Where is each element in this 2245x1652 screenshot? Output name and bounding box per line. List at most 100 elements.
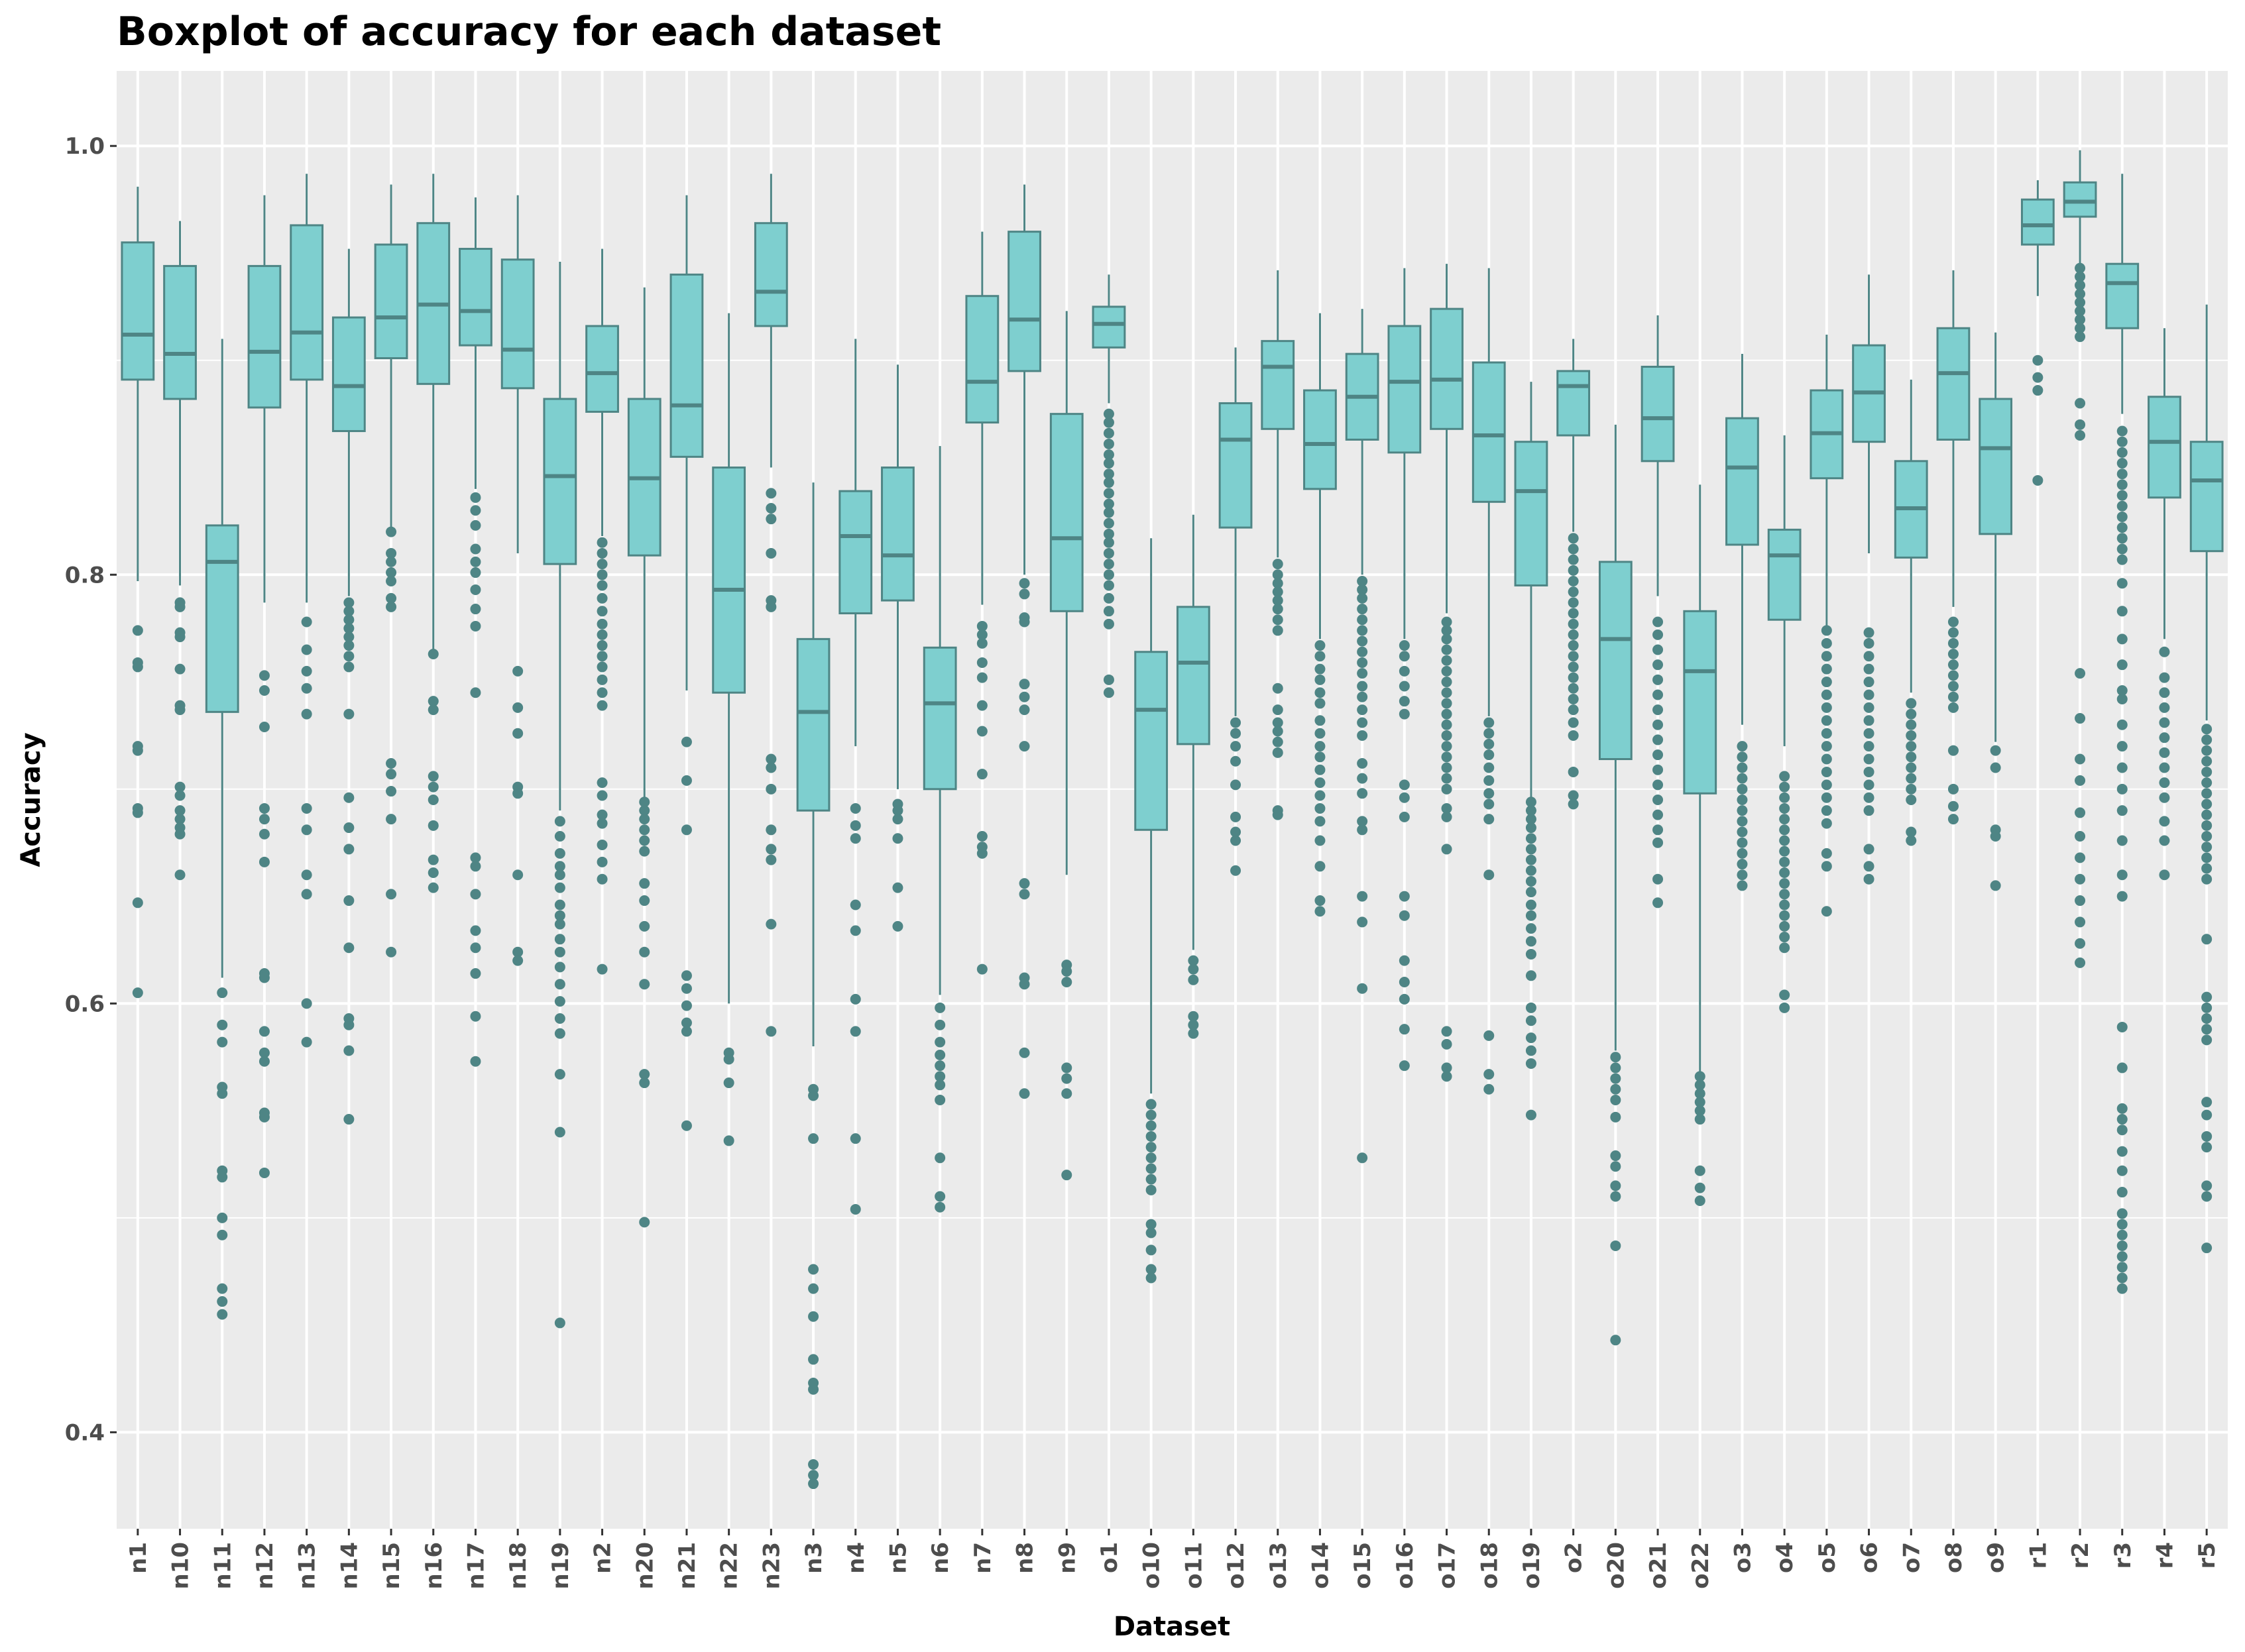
outlier-point [2116, 1103, 2128, 1114]
outlier-point [2201, 1242, 2213, 1254]
outlier-point [1525, 936, 1536, 947]
outlier-point [259, 670, 270, 681]
outlier-point [1821, 753, 1832, 765]
outlier-point [1103, 592, 1114, 604]
outlier-point [935, 1152, 946, 1164]
outlier-point [1357, 646, 1368, 657]
outlier-point [1779, 920, 1790, 932]
outlier-point [723, 1135, 734, 1146]
outlier-point [639, 920, 650, 932]
outlier-point [2075, 398, 2086, 409]
outlier-point [1145, 1142, 1157, 1153]
outlier-point [1863, 779, 1874, 791]
outlier-point [470, 925, 481, 936]
outlier-point [597, 661, 608, 673]
outlier-point [217, 987, 228, 999]
outlier-point [1272, 559, 1283, 570]
outlier-point [2201, 745, 2213, 756]
outlier-point [723, 1077, 734, 1089]
outlier-point [2116, 659, 2128, 671]
outlier-point [2201, 766, 2213, 777]
outlier-point [1610, 1062, 1621, 1074]
outlier-point [2116, 436, 2128, 447]
outlier-point [1610, 1150, 1621, 1162]
outlier-point [1568, 608, 1579, 619]
outlier-point [2116, 835, 2128, 846]
outlier-point [470, 505, 481, 516]
outlier-point [2075, 938, 2086, 949]
outlier-point [1694, 1182, 1705, 1193]
outlier-point [2201, 852, 2213, 863]
box-o9 [1979, 332, 2013, 891]
outlier-point [1314, 835, 1326, 846]
box-n23 [754, 174, 788, 1037]
outlier-point [2116, 1272, 2128, 1284]
outlier-point [1441, 687, 1452, 698]
outlier-point [386, 814, 397, 825]
outlier-point [512, 728, 524, 739]
outlier-point [1145, 1174, 1157, 1185]
outlier-point [2075, 314, 2086, 325]
outlier-point [639, 895, 650, 907]
outlier-point [2075, 668, 2086, 679]
outlier-point [1399, 891, 1410, 902]
outlier-point [1061, 977, 1072, 987]
outlier-point [470, 942, 481, 954]
outlier-point [554, 946, 565, 958]
outlier-point [892, 814, 903, 825]
outlier-point [2116, 606, 2128, 617]
y-tick-label: 0.6 [65, 991, 105, 1017]
outlier-point [1145, 1163, 1157, 1174]
outlier-point [1652, 764, 1664, 775]
outlier-point [1990, 880, 2001, 891]
outlier-point [1019, 578, 1030, 589]
outlier-point [808, 1264, 819, 1275]
outlier-point [766, 514, 777, 525]
outlier-point [808, 1470, 819, 1481]
outlier-point [2201, 842, 2213, 853]
outlier-point [1568, 629, 1579, 640]
outlier-point [681, 983, 692, 994]
outlier-point [1357, 614, 1368, 626]
outlier-point [1737, 880, 1748, 891]
outlier-point [1568, 565, 1579, 576]
outlier-point [2075, 323, 2086, 334]
outlier-point [1441, 719, 1452, 730]
outlier-point [343, 844, 355, 855]
outlier-point [1990, 762, 2001, 773]
outlier-point [1906, 698, 1917, 709]
outlier-point [554, 1013, 565, 1024]
outlier-point [681, 970, 692, 981]
box-o12 [1218, 347, 1253, 876]
outlier-point [470, 520, 481, 531]
outlier-point [2201, 863, 2213, 874]
outlier-point [259, 1056, 270, 1067]
outlier-point [2075, 807, 2086, 818]
outlier-point [1525, 970, 1536, 981]
outlier-point [1694, 1088, 1705, 1099]
outlier-point [1525, 805, 1536, 816]
outlier-point [597, 700, 608, 711]
outlier-point [2159, 702, 2170, 713]
outlier-point [1188, 974, 1199, 985]
outlier-point [1652, 704, 1664, 716]
outlier-point [1737, 741, 1748, 752]
outlier-point [1821, 792, 1832, 803]
outlier-point [2032, 474, 2044, 486]
outlier-point [386, 526, 397, 537]
outlier-point [1863, 689, 1874, 700]
outlier-point [386, 758, 397, 769]
outlier-point [1525, 1045, 1536, 1056]
outlier-point [808, 1090, 819, 1101]
outlier-point [2075, 916, 2086, 928]
outlier-point [1779, 824, 1790, 836]
outlier-point [1399, 792, 1410, 803]
outlier-point [2116, 500, 2128, 512]
outlier-point [1906, 741, 1917, 752]
outlier-point [554, 934, 565, 945]
outlier-point [1990, 745, 2001, 756]
x-tick-label: r2 [2067, 1542, 2094, 1569]
outlier-point [1863, 715, 1874, 726]
outlier-point [2116, 458, 2128, 469]
outlier-point [2159, 646, 2170, 657]
